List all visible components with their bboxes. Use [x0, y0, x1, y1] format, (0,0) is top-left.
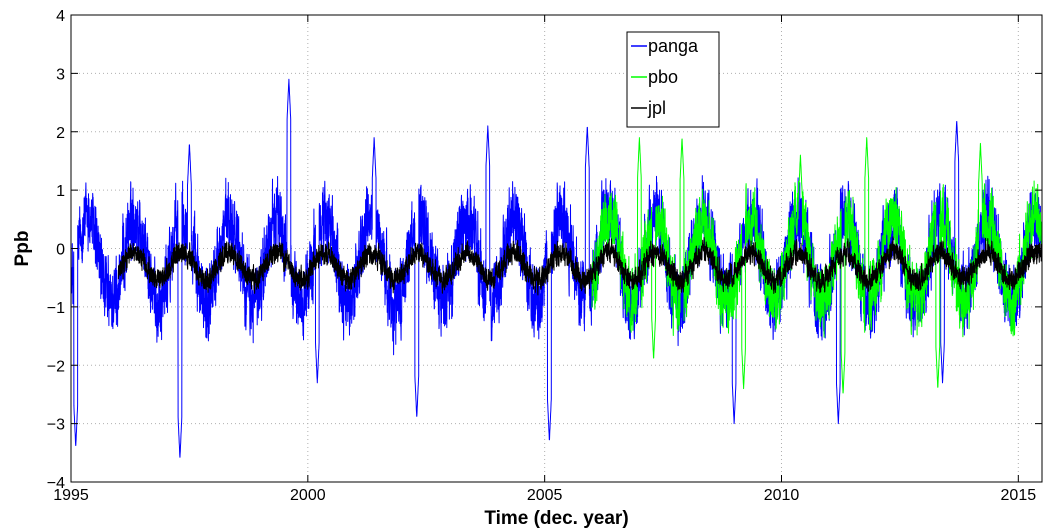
y-tick-label: −2 [47, 358, 65, 375]
x-tick-label: 2015 [1001, 487, 1037, 504]
legend-label-jpl: jpl [647, 98, 666, 118]
x-tick-label: 2005 [527, 487, 563, 504]
legend-label-panga: panga [648, 36, 699, 56]
legend: panga pbo jpl [626, 31, 720, 128]
y-tick-label: 4 [56, 8, 65, 25]
legend-box [626, 31, 720, 128]
y-tick-label: −1 [47, 300, 65, 317]
tick-layer: 1995 2000 2005 2010 2015 −4 −3 −2 −1 0 1 2 3 4 [47, 8, 1042, 504]
y-tick-label: −4 [47, 475, 65, 492]
series-line-panga [70, 78, 1043, 458]
y-tick-label: 0 [56, 242, 65, 259]
x-tick-label: 1995 [53, 487, 89, 504]
series-line-jpl [117, 236, 1043, 296]
x-tick-label: 2010 [764, 487, 800, 504]
y-tick-label: −3 [47, 417, 65, 434]
x-tick-label: 2000 [290, 487, 326, 504]
x-axis-title: Time (dec. year) [484, 508, 628, 529]
y-tick-label: 2 [56, 125, 65, 142]
series-line-pbo [591, 137, 1043, 394]
y-tick-label: 3 [56, 66, 65, 83]
y-tick-label: 1 [56, 183, 65, 200]
y-axis-title: Ppb [12, 231, 33, 267]
legend-label-pbo: pbo [648, 67, 678, 87]
series-layer [70, 78, 1043, 458]
